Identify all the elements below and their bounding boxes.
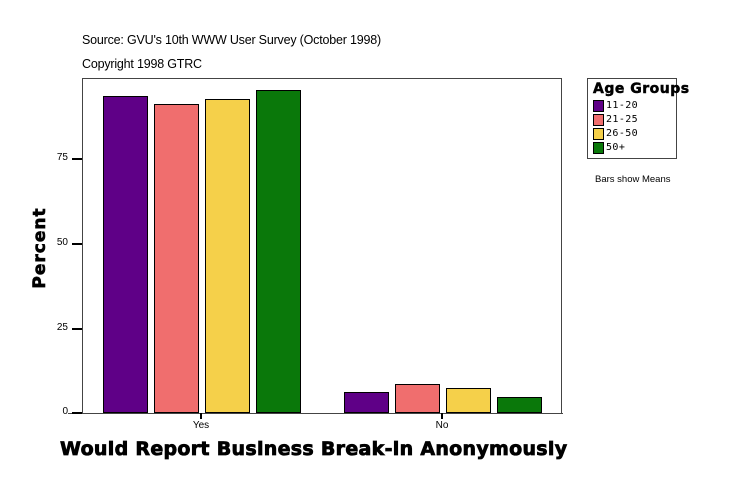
bar-no-21-25 [395,384,440,413]
bar-no-11-20 [344,392,389,413]
bar-yes-26-50 [205,99,250,413]
legend-swatch-icon [593,127,604,140]
legend-label: 11-20 [606,100,639,111]
bars-note: Bars show Means [595,174,671,185]
y-tick-50 [72,243,82,245]
y-tick-label-75: 75 [56,152,68,163]
y-axis-title: Percent [30,207,51,289]
legend-item-21-25: 21-25 [593,113,638,126]
legend-label: 21-25 [606,114,639,125]
legend-item-11-20: 11-20 [593,99,638,112]
bar-yes-11-20 [103,96,148,413]
legend: Age Groups 11-20 21-25 26-50 50+ [587,78,689,159]
legend-label: 26-50 [606,128,639,139]
x-tick-no [441,413,443,419]
x-tick-yes [200,413,202,419]
legend-item-26-50: 26-50 [593,127,638,140]
x-axis-line [68,413,563,414]
copyright-caption: Copyright 1998 GTRC [82,57,202,71]
bar-no-26-50 [446,388,491,413]
legend-label: 50+ [606,142,626,153]
y-tick-label-0: 0 [62,406,68,417]
y-tick-label-50: 50 [56,237,68,248]
x-axis-title: Would Report Business Break-in Anonymous… [60,438,568,461]
plot-area [82,78,562,413]
legend-item-50-plus: 50+ [593,141,625,154]
bar-yes-50-plus [256,90,301,413]
y-tick-75 [72,158,82,160]
legend-swatch-icon [593,99,604,112]
source-caption: Source: GVU's 10th WWW User Survey (Octo… [82,33,381,47]
legend-title: Age Groups [593,81,690,98]
legend-swatch-icon [593,141,604,154]
y-tick-label-25: 25 [56,322,68,333]
x-tick-label-no: No [435,420,449,431]
bar-no-50-plus [497,397,542,413]
y-tick-25 [72,328,82,330]
x-tick-label-yes: Yes [192,420,210,431]
legend-swatch-icon [593,113,604,126]
bar-yes-21-25 [154,104,199,413]
y-tick-0 [72,412,82,414]
